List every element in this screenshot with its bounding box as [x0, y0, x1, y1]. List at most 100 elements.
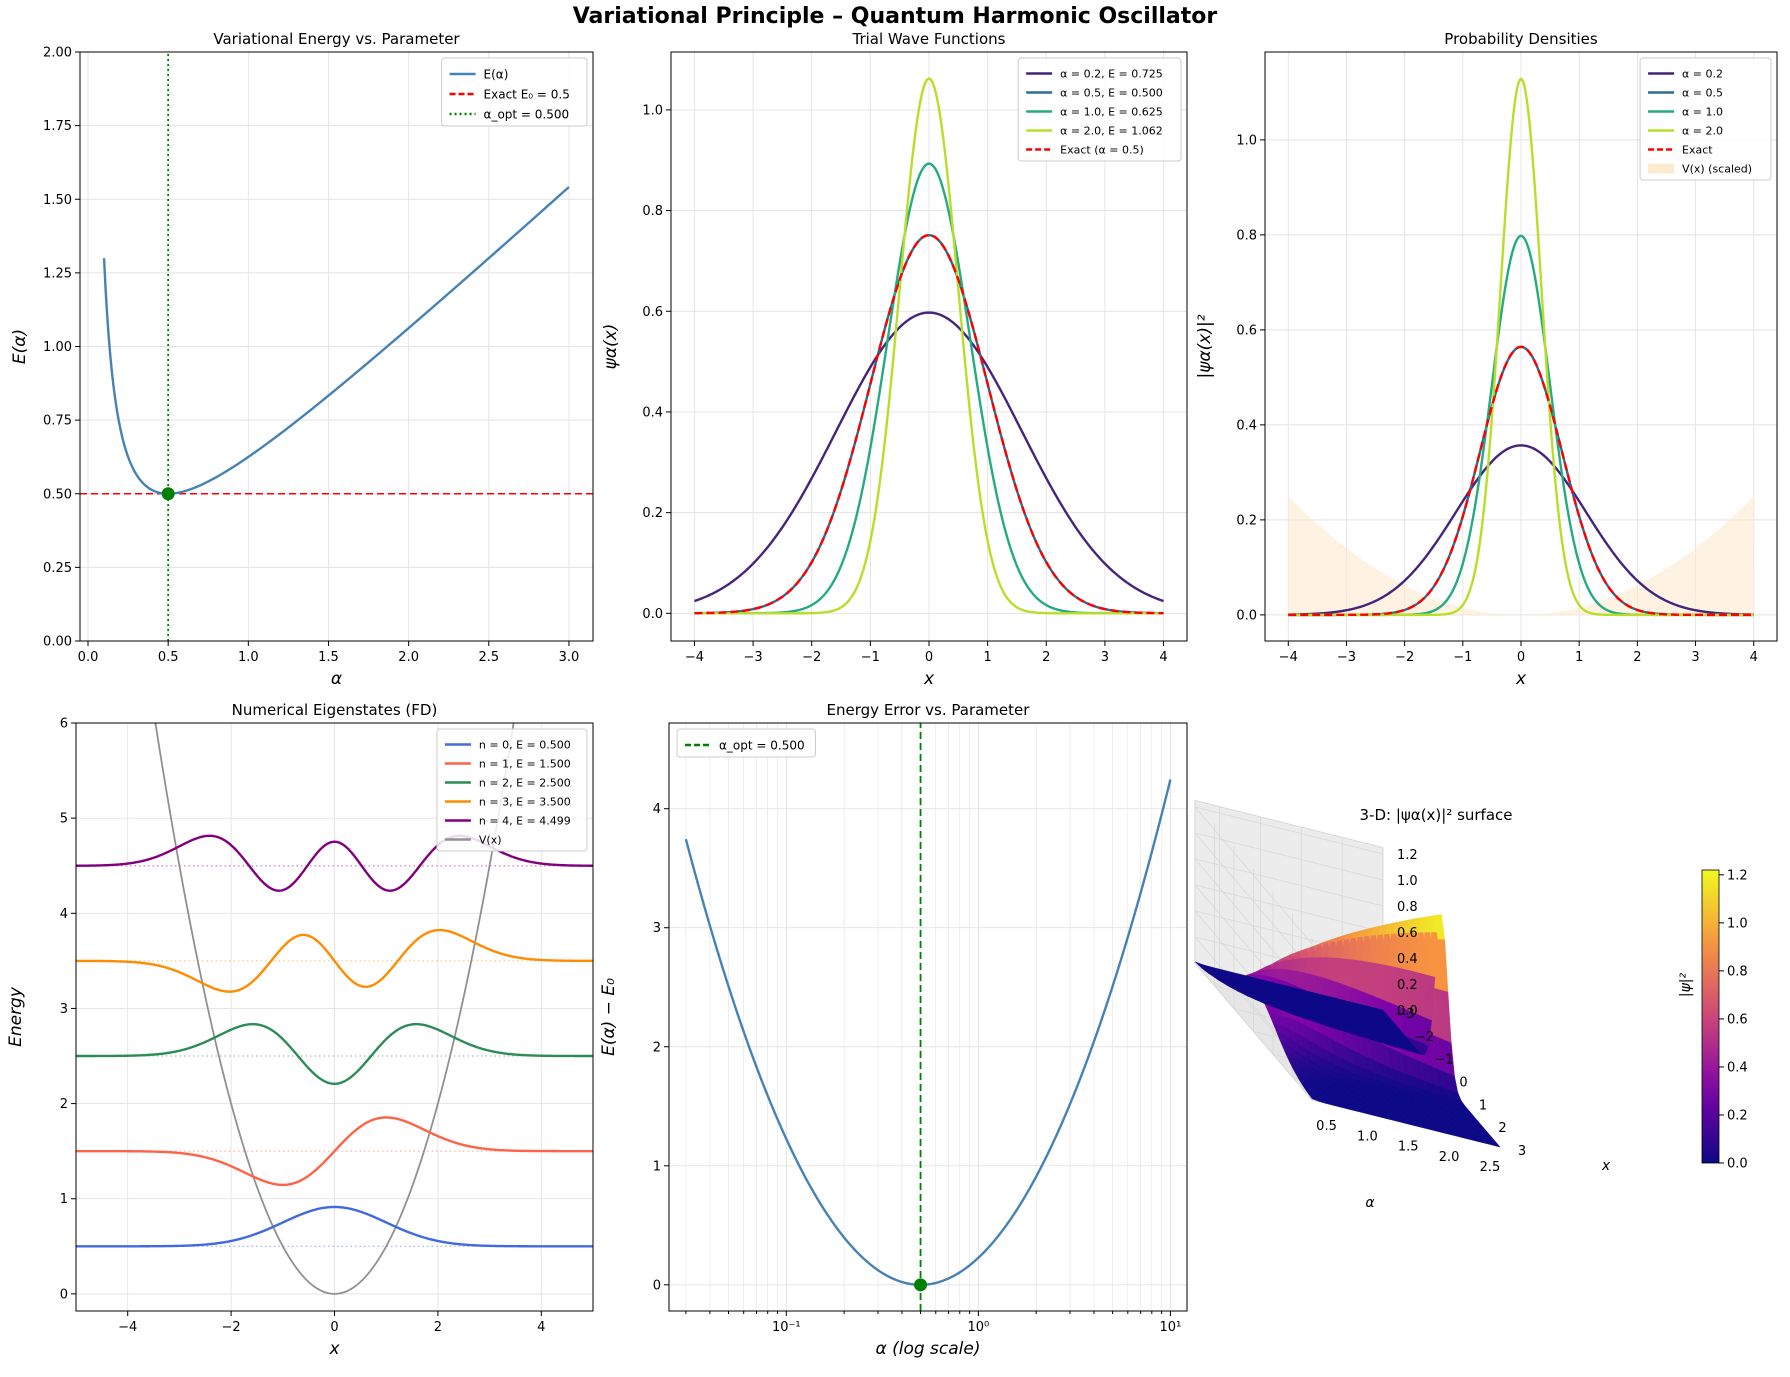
x-tick-label: 3.0: [559, 650, 580, 665]
legend-box: [676, 728, 816, 758]
eigenstate-curve: [76, 834, 593, 892]
y-tick-label: 1.00: [43, 340, 72, 355]
x-axis-label: α: [1365, 1195, 1375, 1211]
colorbar-tick-label: 0.4: [1727, 1060, 1748, 1075]
potential-fill: [1288, 496, 1754, 615]
axes-title: Energy Error vs. Parameter: [827, 701, 1031, 719]
legend: α = 0.2 α = 0.5 α = 1.0 α = 2.0 Exact V(x) (s…: [1639, 57, 1772, 181]
y-tick-label: 0.8: [642, 204, 663, 219]
legend-label: α_opt = 0.500: [719, 739, 805, 753]
colorbar-tick-label: 0.0: [1727, 1157, 1748, 1172]
y-tick-label: 1.25: [43, 266, 72, 281]
x-tick-label: 0.5: [1316, 1119, 1337, 1134]
colorbar-label: |ψ|²: [1678, 972, 1694, 997]
eigenstate-curve: [76, 1205, 593, 1248]
axes-title: Trial Wave Functions: [852, 30, 1006, 48]
x-tick-label: 0: [330, 1320, 338, 1335]
density-curve: [1288, 345, 1754, 617]
legend-label: V(x): [479, 834, 502, 847]
x-tick-label: 10¹: [1160, 1320, 1182, 1335]
legend-label: n = 3, E = 3.500: [479, 796, 571, 809]
y-tick-label: −2: [1415, 1030, 1434, 1045]
colorbar-bar: [1701, 869, 1720, 1164]
legend: E(α) Exact E₀ = 0.5 α_opt = 0.500: [441, 57, 588, 127]
colorbar: 0.0 0.2 0.4 0.6 0.8 1.0 1.2 |ψ|²: [1678, 868, 1748, 1171]
x-tick-label: 1.0: [238, 650, 259, 665]
optimum-marker: [161, 487, 175, 501]
axes-title: Numerical Eigenstates (FD): [232, 701, 438, 719]
x-tick-label: 0: [925, 650, 933, 665]
y-tick-label: 0.0: [642, 607, 663, 622]
surface-mesh: [1194, 914, 1501, 1148]
chart-p1: 0.0 0.5 1.0 1.5 2.0 2.5 3.0 0.00 0.25 0.50 0.75 1.0…: [10, 30, 594, 689]
legend-label: Exact E₀ = 0.5: [484, 88, 570, 102]
z-tick-label: 1.2: [1397, 848, 1418, 863]
x-tick-label: −4: [118, 1320, 137, 1335]
eigenstate-curve: [76, 928, 593, 993]
y-tick-label: 0.8: [1236, 228, 1257, 243]
y-tick-label: 1.0: [642, 103, 663, 118]
legend-label: n = 4, E = 4.499: [479, 815, 571, 828]
legend-label: Exact: [1682, 144, 1713, 157]
legend-label: α = 2.0: [1682, 125, 1723, 138]
legend-label: α_opt = 0.500: [484, 108, 570, 122]
y-axis-label: |ψα(x)|²: [1195, 314, 1215, 378]
x-tick-label: 1.5: [1398, 1140, 1419, 1155]
y-tick-label: 0: [1459, 1076, 1467, 1091]
axes-frame: [668, 722, 1188, 1312]
x-tick-label: 2.0: [398, 650, 419, 665]
axes-title: Probability Densities: [1444, 30, 1598, 48]
colorbar-tick-label: 0.6: [1727, 1012, 1748, 1027]
legend-label: n = 2, E = 2.500: [479, 777, 571, 790]
eigenstate-curve: [76, 1116, 593, 1187]
y-tick-label: 1.0: [1236, 133, 1257, 148]
chart-p3: −4 −3 −2 −1 0 1 2 3 4 0.0 0.2 0.4 0.6 0.8 1.0 Probabili…: [1195, 30, 1778, 689]
y-tick-label: 2.00: [43, 46, 72, 61]
x-tick-label: 4: [537, 1320, 545, 1335]
surface-patch: [1489, 1141, 1501, 1148]
z-tick-label: 0.8: [1397, 900, 1418, 915]
x-tick-label: 10⁰: [967, 1320, 989, 1335]
y-tick-label: 0.75: [43, 414, 72, 429]
y-tick-label: 1.50: [43, 193, 72, 208]
y-axis-label: x: [1601, 1158, 1611, 1174]
y-tick-label: 0.0: [1236, 608, 1257, 623]
y-tick-label: −1: [1434, 1053, 1453, 1068]
x-tick-label: 2: [1633, 650, 1641, 665]
y-axis-label: ψα(x): [601, 324, 621, 370]
y-axis-label: E(α): [10, 329, 30, 364]
plot-layer: [694, 77, 1164, 615]
y-tick-label: 3: [653, 921, 661, 936]
colorbar-tick-label: 0.8: [1727, 964, 1748, 979]
x-tick-label: 3: [1101, 650, 1109, 665]
x-tick-label: 10⁻¹: [772, 1320, 801, 1335]
x-tick-label: 2.5: [478, 650, 499, 665]
axes-title: Variational Energy vs. Parameter: [213, 30, 460, 48]
x-tick-label: −4: [685, 650, 704, 665]
x-axis-label: x: [328, 1339, 340, 1359]
legend-label: α = 2.0, E = 1.062: [1060, 125, 1163, 138]
x-tick-label: −1: [1453, 650, 1472, 665]
legend-box: [1639, 57, 1772, 181]
legend-label: V(x) (scaled): [1682, 163, 1752, 176]
eigenstate-curve: [76, 1022, 593, 1086]
legend-label: Exact (α = 0.5): [1060, 144, 1144, 157]
y-axis-label: Energy: [6, 986, 26, 1047]
y-tick-label: 6: [60, 717, 68, 732]
y-tick-label: 0.4: [642, 405, 663, 420]
x-tick-label: 2.5: [1480, 1160, 1501, 1175]
x-tick-label: 4: [1750, 650, 1758, 665]
error-curve: [684, 779, 1172, 1287]
chart-p5: 10⁻¹ 10⁰ 10¹ 0 1 2 3 4 Energy Error vs. Paramete…: [599, 701, 1188, 1359]
y-tick-label: 0.50: [43, 487, 72, 502]
y-tick-label: −3: [1395, 1007, 1414, 1022]
y-tick-label: 3: [60, 1002, 68, 1017]
plot-layer: [1288, 77, 1754, 617]
plot-layer: [76, 723, 593, 1295]
y-tick-label: 3: [1518, 1144, 1526, 1159]
x-tick-label: 2: [1042, 650, 1050, 665]
y-tick-label: 5: [60, 812, 68, 827]
z-tick-label: 0.2: [1397, 978, 1418, 993]
density-curve: [1288, 444, 1754, 616]
y-tick-label: 0.6: [1236, 323, 1257, 338]
